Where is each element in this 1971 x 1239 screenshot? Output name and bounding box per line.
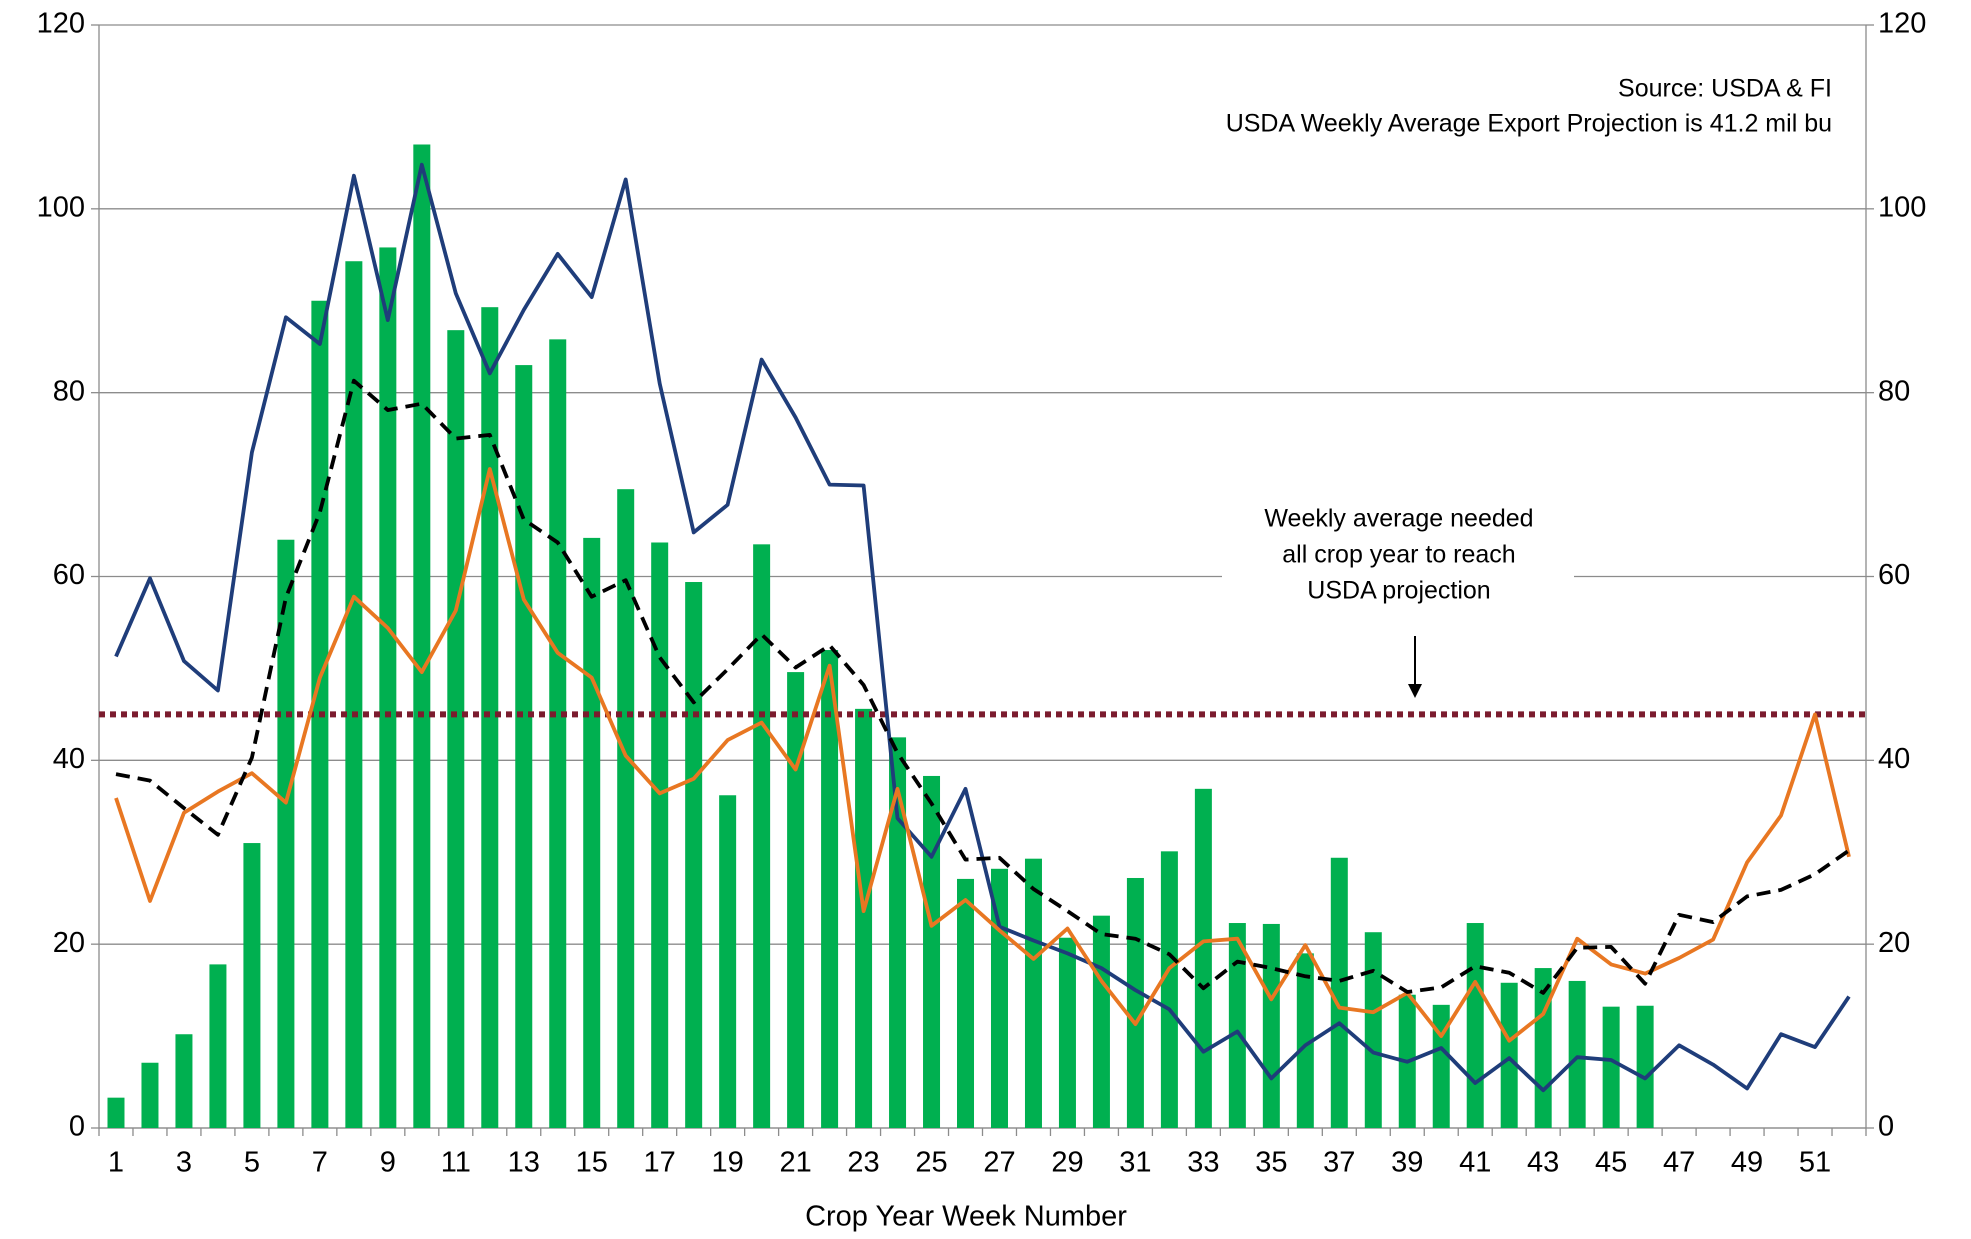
bar	[1296, 953, 1314, 1128]
bar	[413, 144, 431, 1128]
x-tick-label: 15	[576, 1147, 608, 1179]
x-tick-label: 51	[1799, 1147, 1831, 1179]
x-tick-label: 9	[380, 1147, 396, 1179]
bar	[1024, 858, 1042, 1128]
bar	[1568, 980, 1586, 1128]
bar	[515, 365, 533, 1128]
bar	[1466, 923, 1484, 1128]
bar	[1228, 923, 1246, 1128]
bar	[753, 544, 771, 1128]
bar	[1194, 788, 1212, 1128]
y-tick-label: 40	[53, 743, 85, 775]
x-tick-label: 1	[108, 1147, 124, 1179]
bar	[1636, 1005, 1654, 1128]
y-tick-label: 20	[53, 927, 85, 959]
x-tick-label: 5	[244, 1147, 260, 1179]
callout-text: USDA projection	[1307, 577, 1490, 605]
x-tick-label: 45	[1595, 1147, 1627, 1179]
callout-text: Weekly average needed	[1264, 505, 1533, 533]
y-tick-label: 60	[53, 559, 85, 591]
line-series	[114, 467, 1851, 1043]
y2-tick-label: 20	[1878, 927, 1910, 959]
x-tick-label: 23	[847, 1147, 879, 1179]
bar	[787, 672, 805, 1128]
callout-arrowhead	[1408, 684, 1422, 698]
x-tick-label: 25	[915, 1147, 947, 1179]
projection-note: USDA Weekly Average Export Projection is…	[1226, 110, 1832, 138]
bar	[923, 775, 941, 1128]
bar	[957, 878, 975, 1128]
x-tick-label: 29	[1051, 1147, 1083, 1179]
y2-tick-label: 80	[1878, 375, 1910, 407]
bar	[1092, 915, 1110, 1128]
bar	[1330, 857, 1348, 1128]
x-tick-label: 27	[983, 1147, 1015, 1179]
x-tick-label: 43	[1527, 1147, 1559, 1179]
bar	[107, 1097, 125, 1128]
x-tick-label: 3	[176, 1147, 192, 1179]
x-tick-label: 41	[1459, 1147, 1491, 1179]
x-tick-label: 35	[1255, 1147, 1287, 1179]
bar	[889, 737, 907, 1128]
bar	[277, 539, 295, 1128]
x-tick-label: 39	[1391, 1147, 1423, 1179]
line-series	[114, 162, 1851, 1093]
bar	[447, 330, 465, 1128]
x-tick-label: 31	[1119, 1147, 1151, 1179]
bar	[209, 964, 227, 1128]
bar	[583, 537, 601, 1128]
x-axis-label: Crop Year Week Number	[805, 1201, 1127, 1233]
bar	[617, 489, 635, 1128]
x-tick-label: 33	[1187, 1147, 1219, 1179]
bar	[141, 1062, 159, 1128]
source-note: Source: USDA & FI	[1618, 75, 1832, 103]
y-tick-label: 120	[37, 8, 85, 40]
callout-text: all crop year to reach	[1282, 541, 1515, 569]
bar	[651, 542, 669, 1128]
bar	[1500, 982, 1518, 1128]
x-tick-label: 7	[312, 1147, 328, 1179]
bar	[685, 582, 703, 1128]
x-tick-label: 19	[712, 1147, 744, 1179]
x-tick-label: 11	[441, 1147, 471, 1179]
y2-tick-label: 60	[1878, 559, 1910, 591]
x-tick-label: 17	[644, 1147, 676, 1179]
bar	[345, 261, 363, 1128]
callout-background	[1222, 500, 1574, 615]
x-tick-label: 13	[508, 1147, 540, 1179]
bar	[175, 1034, 193, 1128]
x-tick-label: 47	[1663, 1147, 1695, 1179]
bar	[1602, 1006, 1620, 1128]
y2-tick-label: 100	[1878, 191, 1926, 223]
bar	[1160, 851, 1178, 1128]
x-tick-label: 49	[1731, 1147, 1763, 1179]
y-tick-label: 100	[37, 191, 85, 223]
x-tick-label: 21	[779, 1147, 811, 1179]
y2-tick-label: 40	[1878, 743, 1910, 775]
bar	[1126, 877, 1144, 1128]
y-tick-label: 0	[69, 1111, 85, 1143]
bar	[1262, 923, 1280, 1128]
bar	[243, 843, 261, 1128]
bar	[855, 708, 873, 1128]
bar	[1432, 1004, 1450, 1128]
y2-tick-label: 0	[1878, 1111, 1894, 1143]
bar	[719, 795, 737, 1128]
bar	[549, 339, 567, 1129]
bar	[1058, 937, 1076, 1128]
y2-tick-label: 120	[1878, 8, 1926, 40]
bar	[821, 650, 839, 1128]
y-tick-label: 80	[53, 375, 85, 407]
x-tick-label: 37	[1323, 1147, 1355, 1179]
bar	[481, 307, 499, 1128]
line-series	[115, 378, 1851, 995]
bar	[1364, 932, 1382, 1128]
bar	[379, 247, 397, 1128]
